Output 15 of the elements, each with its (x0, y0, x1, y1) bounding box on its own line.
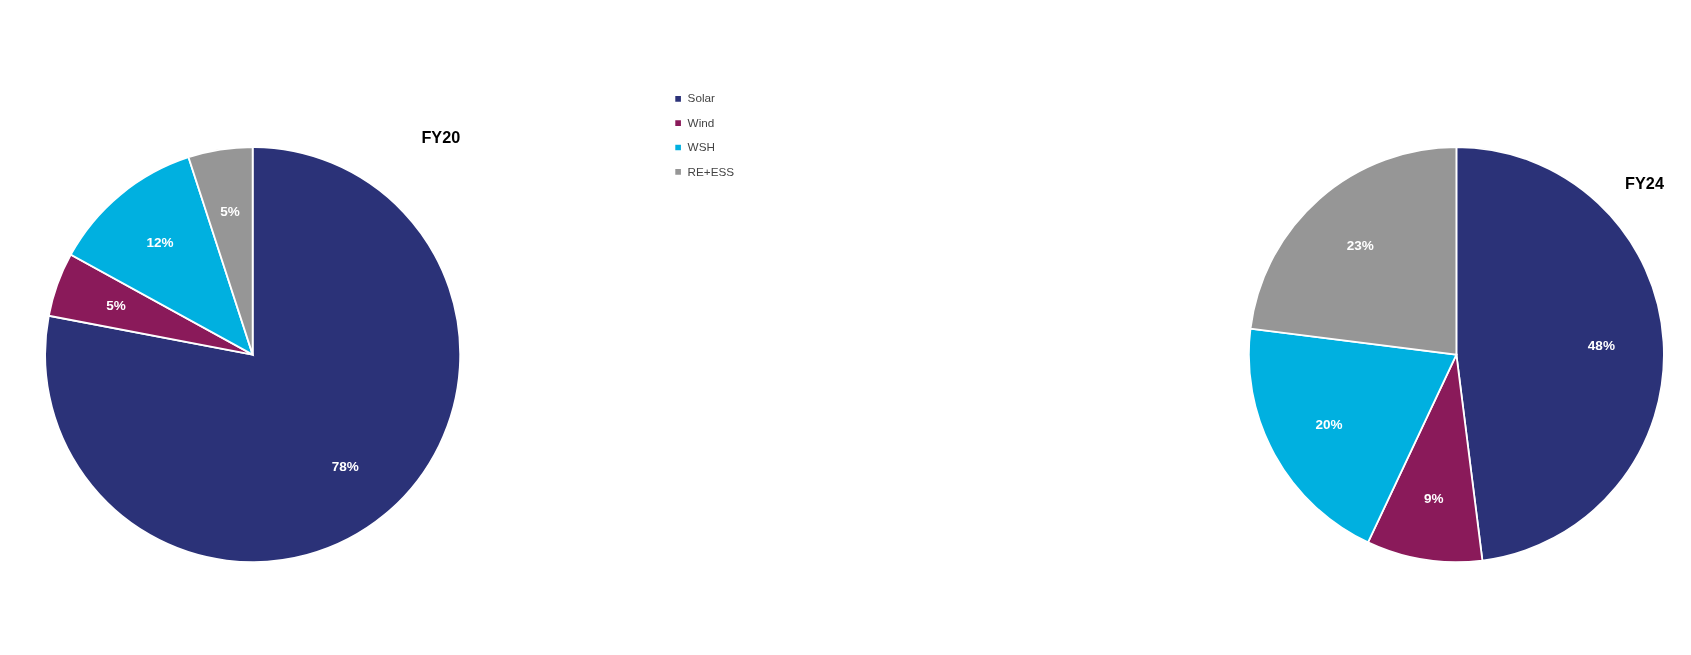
data-label: 5% (220, 203, 240, 219)
text: FY24 (1625, 173, 1664, 192)
legend-label: WSH (687, 140, 715, 154)
legend-label: Solar (687, 91, 716, 105)
data-label: 48% (1587, 338, 1615, 354)
legend-label: RE+ESS (687, 164, 735, 178)
text: FY20 (421, 128, 461, 147)
pie-slice (44, 146, 462, 563)
data-label: 5% (106, 297, 126, 313)
legend-label: Wind (687, 115, 715, 129)
data-label: 12% (146, 235, 174, 251)
data-label: 9% (1423, 490, 1444, 506)
data-label: 78% (331, 459, 359, 475)
data-label: 20% (1315, 417, 1343, 433)
data-label: 23% (1346, 238, 1374, 254)
